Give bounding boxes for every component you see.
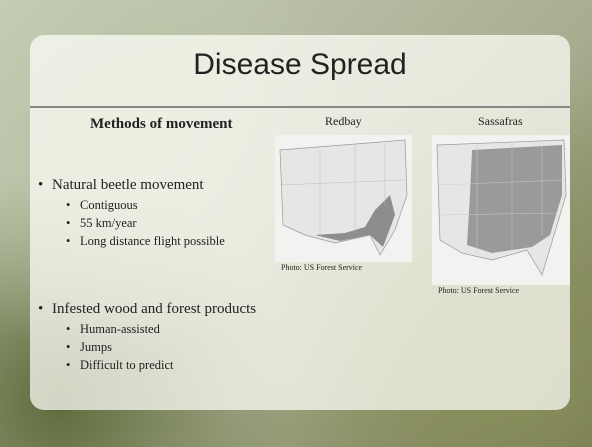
bullet-dot: • — [66, 340, 70, 355]
bullet-dot: • — [66, 198, 70, 213]
bullet-dot: • — [66, 234, 70, 249]
sub-bullet: Human-assisted — [80, 322, 160, 337]
bullet-dot: • — [38, 177, 43, 194]
slide: Disease Spread Methods of movement • Nat… — [0, 0, 592, 447]
photo-credit: Photo: US Forest Service — [281, 263, 362, 272]
sassafras-map — [432, 135, 570, 285]
slide-title: Disease Spread — [30, 48, 570, 82]
bullet-dot: • — [66, 358, 70, 373]
bullet: Natural beetle movement — [52, 177, 204, 194]
map-label: Redbay — [325, 114, 362, 129]
sub-bullet: Long distance flight possible — [80, 234, 225, 249]
bullet-dot: • — [38, 301, 43, 318]
map-label: Sassafras — [478, 114, 523, 129]
bullet-dot: • — [66, 322, 70, 337]
sub-bullet: Jumps — [80, 340, 112, 355]
bullet-dot: • — [66, 216, 70, 231]
photo-credit: Photo: US Forest Service — [438, 286, 519, 295]
left-heading: Methods of movement — [90, 116, 232, 133]
redbay-map — [275, 135, 412, 262]
title-rule — [30, 106, 570, 108]
sub-bullet: Difficult to predict — [80, 358, 174, 373]
bullet: Infested wood and forest products — [52, 301, 256, 318]
sub-bullet: 55 km/year — [80, 216, 137, 231]
sub-bullet: Contiguous — [80, 198, 138, 213]
